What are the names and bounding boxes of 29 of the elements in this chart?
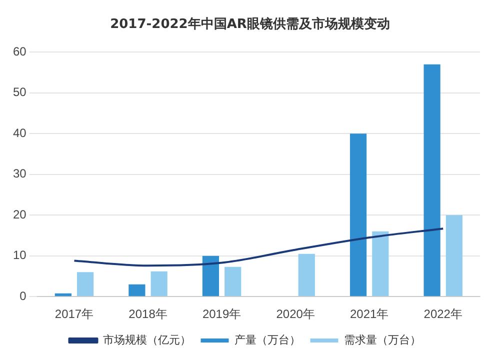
bar: [224, 266, 242, 296]
legend-label: 产量（万台）: [234, 334, 300, 347]
x-tick-label: 2017年: [54, 307, 94, 322]
bar: [202, 256, 220, 296]
bar: [446, 215, 462, 296]
legend-label: 需求量（万台）: [344, 334, 421, 347]
y-tick-label: 30: [12, 166, 27, 181]
bar: [424, 64, 440, 296]
y-tick-label: 10: [12, 248, 27, 262]
y-tick-label: 0: [20, 288, 27, 303]
legend-label: 市场规模（亿元）: [102, 334, 191, 347]
x-tick-label: 2021年: [350, 307, 389, 322]
line-series: [73, 228, 444, 267]
bar: [77, 272, 94, 296]
bar: [150, 271, 168, 296]
y-tick-label: 60: [12, 44, 27, 59]
bar: [372, 231, 389, 296]
chart-title: 2017-2022年中国AR眼镜供需及市场规模变动: [109, 16, 391, 34]
x-tick-label: 2018年: [128, 307, 168, 322]
x-tick-label: 2022年: [424, 307, 462, 322]
y-tick-label: 20: [12, 207, 27, 222]
bar: [128, 284, 146, 296]
bar: [350, 134, 367, 296]
y-tick-label: 50: [12, 85, 27, 100]
bar: [298, 254, 315, 296]
y-tick-label: 40: [12, 126, 27, 140]
bar: [54, 293, 72, 296]
x-tick-label: 2020年: [276, 307, 315, 322]
x-tick-label: 2019年: [202, 307, 242, 322]
